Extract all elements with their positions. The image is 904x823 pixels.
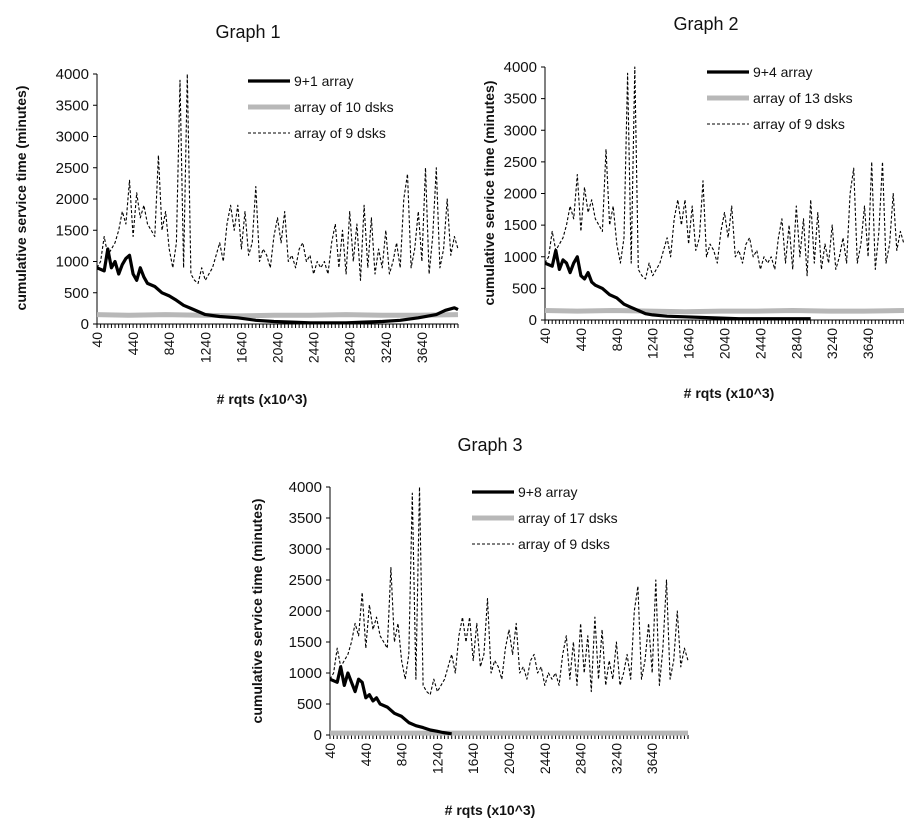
y-tick-label: 3000 xyxy=(289,541,322,558)
y-tick-label: 4000 xyxy=(504,59,537,76)
y-tick-label: 2500 xyxy=(56,160,89,177)
x-tick-label: 2440 xyxy=(752,328,768,359)
legend-entry: 9+4 array xyxy=(753,64,813,80)
y-tick-label: 0 xyxy=(314,727,322,744)
legend-entry: 9+1 array xyxy=(294,73,354,89)
y-axis-label: cumulative service time (minutes) xyxy=(481,81,497,306)
x-tick-label: 40 xyxy=(89,332,105,348)
y-tick-label: 2500 xyxy=(504,154,537,171)
x-tick-label: 2040 xyxy=(270,332,286,363)
x-tick-label: 1240 xyxy=(429,743,445,774)
y-tick-label: 2000 xyxy=(504,186,537,203)
y-tick-label: 2000 xyxy=(289,603,322,620)
chart-2: Graph 2 0 500 1000 1500 2000 2500 3000 3500 4000 4… xyxy=(481,14,904,401)
x-axis-label: # rqts (x10^3) xyxy=(217,391,308,407)
x-tick-label: 3240 xyxy=(824,328,840,359)
series-line-1 xyxy=(544,248,811,321)
chart-title: Graph 3 xyxy=(457,435,522,455)
chart-title: Graph 2 xyxy=(673,14,738,34)
x-tick-label: 2840 xyxy=(573,743,589,774)
x-tick-label: 1240 xyxy=(197,332,213,363)
x-tick-label: 840 xyxy=(394,743,410,767)
x-tick-label: 840 xyxy=(609,328,625,352)
y-tick-label: 2000 xyxy=(56,191,89,208)
x-tick-label: 1240 xyxy=(645,328,661,359)
y-tick-label: 1500 xyxy=(289,634,322,651)
y-tick-label: 0 xyxy=(81,316,89,333)
x-tick-label: 3240 xyxy=(378,332,394,363)
y-tick-label: 2500 xyxy=(289,572,322,589)
x-tick-label: 1640 xyxy=(465,743,481,774)
y-tick-label: 500 xyxy=(512,280,537,297)
y-tick-label: 3500 xyxy=(504,91,537,108)
series-line-1 xyxy=(329,665,452,736)
legend: 9+8 array array of 17 dsks array of 9 dsks xyxy=(472,484,618,552)
legend-entry: array of 9 dsks xyxy=(518,536,610,552)
y-tick-label: 500 xyxy=(64,285,89,302)
legend-entry: array of 9 dsks xyxy=(294,125,386,141)
series-line-3 xyxy=(544,66,904,280)
legend-entry: array of 10 dsks xyxy=(294,99,394,115)
x-tick-label: 1640 xyxy=(681,328,697,359)
legend-entry: 9+8 array xyxy=(518,484,578,500)
y-tick-label: 1500 xyxy=(56,222,89,239)
x-tick-label: 840 xyxy=(161,332,177,356)
x-tick-label: 440 xyxy=(125,332,141,356)
x-tick-label: 2840 xyxy=(788,328,804,359)
x-axis-label: # rqts (x10^3) xyxy=(445,802,536,818)
x-tick-label: 440 xyxy=(358,743,374,767)
legend-entry: array of 13 dsks xyxy=(753,90,853,106)
x-tick-label: 1640 xyxy=(233,332,249,363)
legend-entry: array of 9 dsks xyxy=(753,116,845,132)
x-tick-label: 2040 xyxy=(501,743,517,774)
y-tick-label: 3000 xyxy=(56,129,89,146)
y-tick-label: 1000 xyxy=(56,254,89,271)
legend: 9+4 array array of 13 dsks array of 9 dsks xyxy=(707,64,853,132)
y-tick-label: 1000 xyxy=(289,665,322,682)
series-line-2 xyxy=(96,312,459,319)
x-tick-label: 3640 xyxy=(860,328,876,359)
legend-entry: array of 17 dsks xyxy=(518,510,618,526)
y-tick-label: 1000 xyxy=(504,249,537,266)
y-tick-label: 3000 xyxy=(504,122,537,139)
x-tick-label: 3240 xyxy=(608,743,624,774)
series-line-2 xyxy=(544,308,904,315)
x-tick-label: 2440 xyxy=(306,332,322,363)
x-tick-label: 2440 xyxy=(537,743,553,774)
series-line-1 xyxy=(96,247,459,325)
x-tick-label: 3640 xyxy=(644,743,660,774)
chart-1: Graph 1 0 500 1000 1500 2000 2500 3000 3500 4000 4… xyxy=(13,22,459,407)
x-tick-label: 2040 xyxy=(717,328,733,359)
series-line-3 xyxy=(96,73,459,284)
y-tick-label: 500 xyxy=(297,696,322,713)
y-tick-label: 3500 xyxy=(56,97,89,114)
y-axis-label: cumulative service time (minutes) xyxy=(13,86,29,311)
y-tick-label: 4000 xyxy=(56,66,89,83)
x-tick-label: 40 xyxy=(537,328,553,344)
y-axis-label: cumulative service time (minutes) xyxy=(249,499,265,724)
y-tick-label: 1500 xyxy=(504,217,537,234)
x-tick-label: 3640 xyxy=(414,332,430,363)
y-tick-label: 0 xyxy=(529,312,537,329)
y-tick-label: 3500 xyxy=(289,510,322,527)
chart-title: Graph 1 xyxy=(215,22,280,42)
x-axis-label: # rqts (x10^3) xyxy=(684,385,775,401)
chart-3: Graph 3 0 500 1000 1500 2000 2500 3000 3500 4000 4… xyxy=(249,435,689,818)
x-tick-label: 440 xyxy=(573,328,589,352)
y-tick-label: 4000 xyxy=(289,479,322,496)
x-tick-label: 40 xyxy=(322,743,338,759)
x-tick-label: 2840 xyxy=(342,332,358,363)
legend: 9+1 array array of 10 dsks array of 9 dsks xyxy=(248,73,394,141)
